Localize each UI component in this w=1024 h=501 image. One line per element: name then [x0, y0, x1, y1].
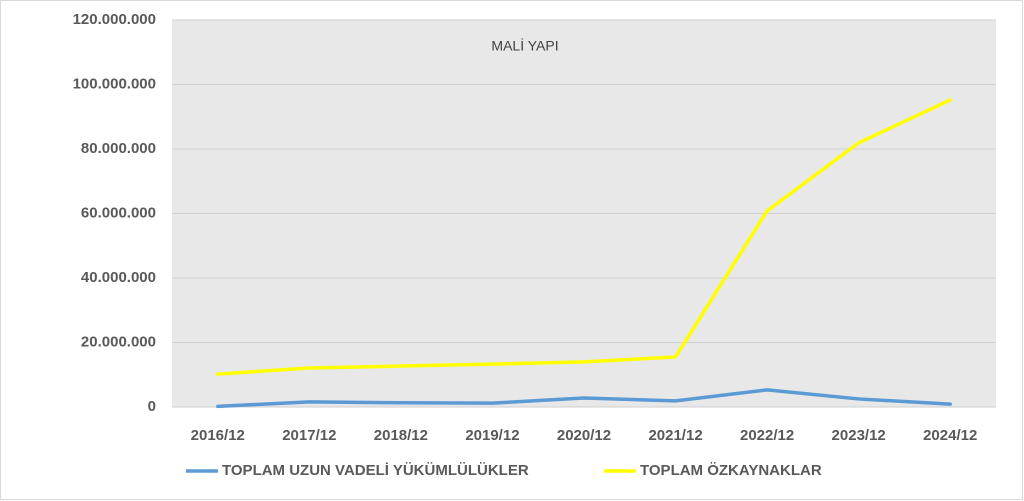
x-tick-label: 2017/12: [282, 427, 336, 444]
legend-label: TOPLAM ÖZKAYNAKLAR: [640, 462, 822, 479]
x-tick-label: 2022/12: [740, 427, 794, 444]
chart-title: MALİ YAPI: [491, 37, 558, 54]
x-tick-label: 2021/12: [648, 427, 702, 444]
line-series: [216, 98, 952, 376]
line-series: [216, 388, 952, 409]
y-tick-label: 20.000.000: [81, 333, 156, 350]
y-tick-label: 100.000.000: [73, 75, 156, 92]
legend-label: TOPLAM UZUN VADELİ YÜKÜMLÜLÜKLER: [222, 462, 529, 479]
x-tick-label: 2016/12: [191, 427, 245, 444]
y-tick-label: 40.000.000: [81, 269, 156, 286]
y-tick-label: 60.000.000: [81, 204, 156, 221]
x-tick-label: 2024/12: [923, 427, 977, 444]
y-tick-label: 80.000.000: [81, 140, 156, 157]
x-tick-label: 2023/12: [832, 427, 886, 444]
y-tick-label: 120.000.000: [73, 11, 156, 28]
x-tick-label: 2019/12: [465, 427, 519, 444]
x-tick-label: 2020/12: [557, 427, 611, 444]
x-tick-label: 2018/12: [374, 427, 428, 444]
y-tick-label: 0: [148, 398, 156, 415]
